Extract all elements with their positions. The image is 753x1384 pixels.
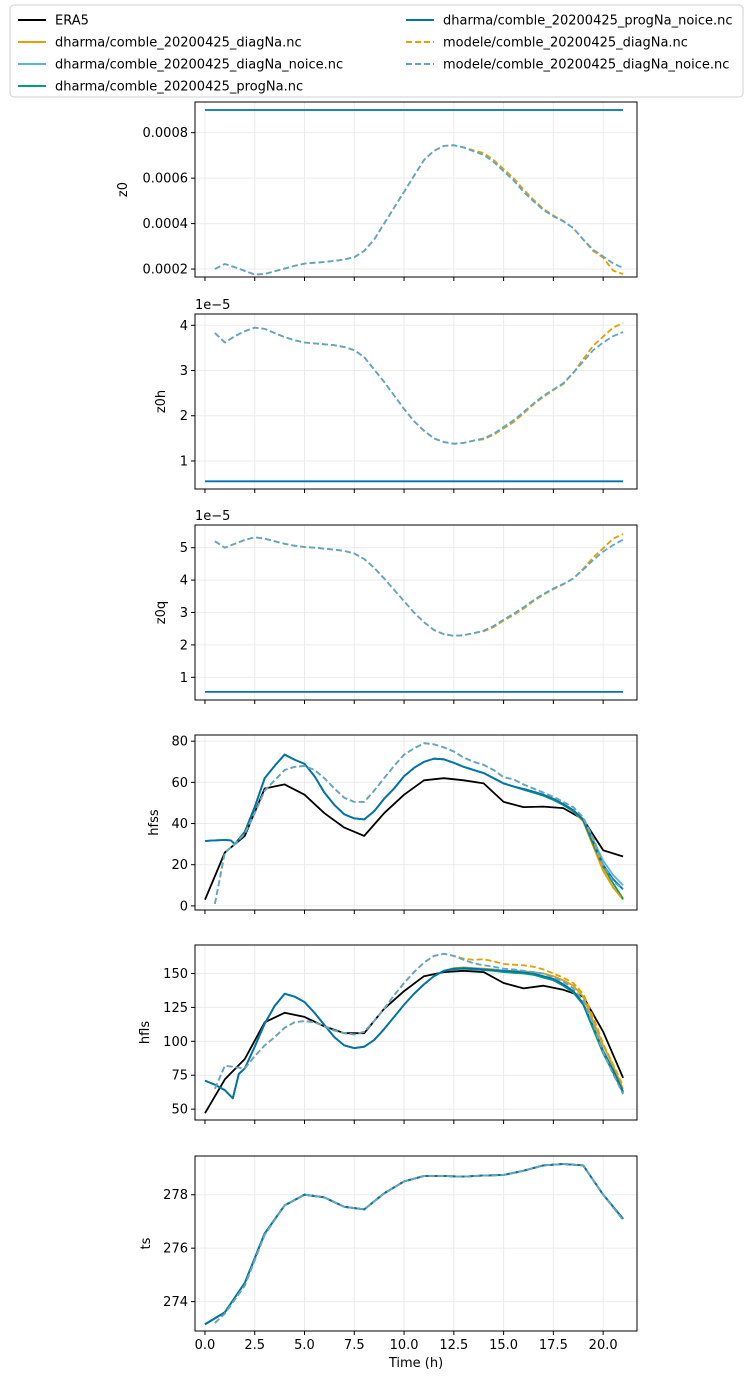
series-line-modele_diagNa_noice [214,144,624,276]
y-tick-label: 5 [180,541,188,556]
panel-z0q: 1 2 3 4 5 z0q 1e−5 [154,509,638,704]
y-tick-label: 20 [171,858,188,873]
legend-label: dharma/comble_20200425_diagNa.nc [55,36,302,51]
x-tick-label: 2.5 [244,1338,265,1353]
x-tick-label: 7.5 [344,1338,365,1353]
legend-label: dharma/comble_20200425_progNa.nc [55,80,303,95]
y-tick-label: 2 [180,409,188,424]
y-tick-label: 80 [171,735,188,750]
legend-entry: dharma/comble_20200425_progNa.nc [18,80,303,95]
legend-label: dharma/comble_20200425_progNa_noice.nc [443,14,733,29]
offset-label: 1e−5 [195,509,230,524]
legend-label: modele/comble_20200425_diagNa_noice.nc [443,58,729,73]
legend-label: dharma/comble_20200425_diagNa_noice.nc [55,58,343,73]
x-tick-label: 10.0 [390,1338,419,1353]
axes-frame [194,944,638,1121]
y-tick-label: 0.0008 [143,126,189,141]
y-tick-label: 125 [163,1001,188,1016]
y-axis-label: z0 [116,182,131,197]
panels: 0.0002 0.0004 0.0006 0.0008 z0 1 2 3 4 z0h 1e−5 1 2 3… [116,101,638,1371]
series-line-modele_diagNa_noice [214,742,624,904]
y-tick-label: 0.0002 [143,263,189,278]
axes-frame [194,1155,638,1332]
series-line-modele_diagNa_noice [214,1163,624,1324]
series-line-ERA5 [204,777,624,901]
x-tick-label: 20.0 [589,1338,618,1353]
series-line-modele_diagNa_noice [214,536,624,637]
legend-frame [9,4,744,98]
y-tick-label: 100 [163,1035,188,1050]
axes-frame [194,734,638,911]
offset-label: 1e−5 [195,298,230,313]
y-tick-label: 278 [163,1188,188,1203]
series-line-ERA5 [204,969,624,1114]
legend-label: modele/comble_20200425_diagNa.nc [443,36,688,51]
x-tick-label: 0.0 [195,1338,216,1353]
y-tick-label: 75 [171,1069,188,1084]
x-tick-label: 15.0 [489,1338,518,1353]
y-tick-label: 0.0006 [143,172,189,187]
y-tick-label: 2 [180,638,188,653]
x-axis-label: Time (h) [388,1356,443,1371]
axes-frame [194,101,638,278]
legend-entry: dharma/comble_20200425_diagNa.nc [18,36,302,51]
y-tick-label: 274 [163,1295,188,1310]
y-axis-label: ts [139,1237,154,1249]
y-tick-label: 1 [180,454,188,469]
panel-hfls: 50 75 100 125 150 hfls [138,944,638,1124]
panel-z0h: 1 2 3 4 z0h 1e−5 [154,298,638,493]
x-tick-label: 17.5 [539,1338,568,1353]
y-tick-label: 1 [180,671,188,686]
legend-entry: ERA5 [18,14,89,29]
legend-entry: modele/comble_20200425_diagNa.nc [406,36,688,51]
series-line-modele_diagNa_noice [214,326,624,445]
legend-entry: dharma/comble_20200425_diagNa_noice.nc [18,58,343,73]
y-tick-label: 0.0004 [143,217,189,232]
legend: ERA5dharma/comble_20200425_diagNa.ncdhar… [9,4,744,98]
y-tick-label: 0 [180,899,188,914]
legend-entry: dharma/comble_20200425_progNa_noice.nc [406,14,733,29]
y-axis-label: hfls [138,1021,153,1044]
y-axis-label: z0h [154,390,169,413]
panel-hfss: 0 20 40 60 80 hfss [147,734,638,914]
y-tick-label: 40 [171,817,188,832]
y-tick-label: 50 [171,1103,188,1118]
x-tick-label: 5.0 [294,1338,315,1353]
y-tick-label: 276 [163,1242,188,1257]
y-tick-label: 60 [171,776,188,791]
y-tick-label: 150 [163,967,188,982]
x-tick-label: 12.5 [439,1338,468,1353]
panel-ts: 274 276 278 ts 0.0 2.5 5.0 7.5 10.0 12.5 15.0 17.5 2… [139,1155,638,1371]
legend-label: ERA5 [55,14,89,29]
y-tick-label: 3 [180,364,188,379]
series-line-modele_diagNa_noice [214,952,624,1095]
series-line-dharma_progNa_noice [204,753,624,891]
y-axis-label: hfss [147,809,162,836]
y-tick-label: 3 [180,606,188,621]
y-axis-label: z0q [154,601,169,624]
y-tick-label: 4 [180,319,188,334]
series-line-dharma_progNa_noice [204,967,624,1100]
axes-frame [194,313,638,490]
y-tick-label: 4 [180,574,188,589]
panel-z0: 0.0002 0.0004 0.0006 0.0008 z0 [116,101,638,281]
legend-entry: modele/comble_20200425_diagNa_noice.nc [406,58,729,73]
